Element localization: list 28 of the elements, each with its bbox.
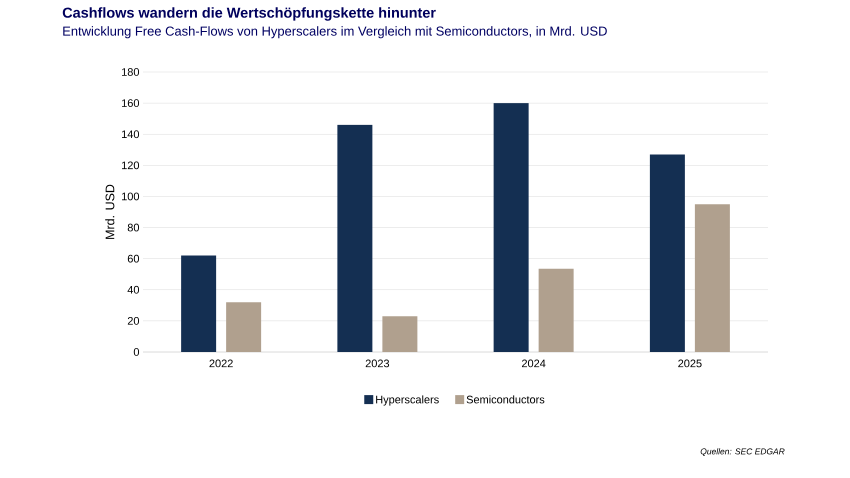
y-tick-label: 180 [122, 68, 140, 76]
x-tick-label: 2025 [678, 360, 702, 368]
legend-label: Hyperscalers [376, 395, 439, 406]
bar [337, 124, 372, 352]
y-tick-label: 60 [128, 254, 140, 263]
x-tick-label: 2022 [209, 360, 233, 368]
bar [494, 103, 529, 352]
y-axis-title: Mrd. USD [105, 184, 114, 239]
bar [694, 204, 730, 352]
y-tick-label: 20 [128, 317, 140, 325]
source-note: Quellen: SEC EDGAR [700, 448, 785, 456]
bar [538, 268, 574, 352]
y-tick-label: 0 [134, 348, 140, 356]
y-tick-label: 100 [122, 192, 140, 200]
bar [650, 154, 685, 352]
y-tick-label: 120 [122, 161, 140, 170]
y-tick-label: 140 [122, 130, 140, 138]
y-tick-label: 160 [122, 99, 140, 107]
legend-label: Semiconductors [466, 395, 544, 404]
chart-title: Cashflows wandern die Wertschöpfungskette hinunter [62, 7, 436, 21]
x-tick-label: 2023 [366, 360, 390, 368]
bar [226, 302, 262, 352]
x-tick-label: 2024 [522, 360, 546, 368]
bar [382, 316, 418, 352]
chart-subtitle: Entwicklung Free Cash-Flows von Hyperscalers im Vergleich mit Semiconductors, in Mrd. USD [63, 26, 607, 38]
y-tick-label: 80 [128, 224, 140, 232]
y-tick-label: 40 [128, 286, 140, 294]
bar [181, 256, 216, 352]
